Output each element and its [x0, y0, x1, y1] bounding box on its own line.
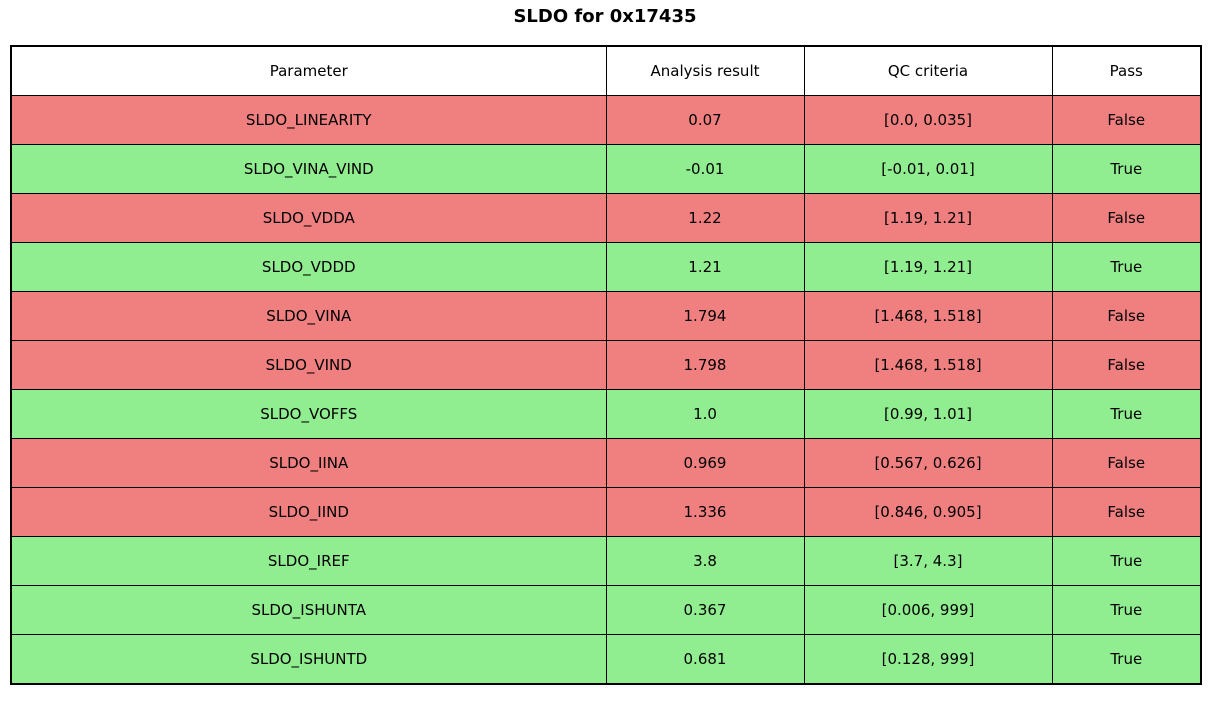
qc-criteria-cell: [0.846, 0.905] — [803, 487, 1053, 537]
pass-cell: True — [1051, 634, 1202, 685]
parameter-cell: SLDO_VINA — [10, 291, 607, 341]
parameter-cell: SLDO_ISHUNTA — [10, 585, 607, 635]
table-body: SLDO_LINEARITY 0.07 [0.0, 0.035] False SLDO_… — [10, 95, 1202, 685]
pass-cell: True — [1051, 144, 1202, 194]
qc-results-table: Parameter Analysis result QC criteria Pa… — [10, 45, 1202, 685]
parameter-cell: SLDO_VOFFS — [10, 389, 607, 439]
table-row: SLDO_VINA_VIND -0.01 [-0.01, 0.01] True — [10, 144, 1202, 194]
column-header-parameter: Parameter — [10, 45, 607, 96]
analysis-result-cell: 1.798 — [605, 340, 805, 390]
pass-cell: True — [1051, 536, 1202, 586]
table-row: SLDO_ISHUNTA 0.367 [0.006, 999] True — [10, 585, 1202, 635]
table-row: SLDO_VDDD 1.21 [1.19, 1.21] True — [10, 242, 1202, 292]
column-header-qc-criteria: QC criteria — [803, 45, 1053, 96]
qc-criteria-cell: [0.006, 999] — [803, 585, 1053, 635]
column-header-pass: Pass — [1051, 45, 1202, 96]
table-row: SLDO_ISHUNTD 0.681 [0.128, 999] True — [10, 634, 1202, 685]
qc-criteria-cell: [-0.01, 0.01] — [803, 144, 1053, 194]
analysis-result-cell: 1.22 — [605, 193, 805, 243]
qc-criteria-cell: [1.468, 1.518] — [803, 340, 1053, 390]
analysis-result-cell: 0.07 — [605, 95, 805, 145]
pass-cell: True — [1051, 389, 1202, 439]
column-header-analysis-result: Analysis result — [605, 45, 805, 96]
analysis-result-cell: 1.0 — [605, 389, 805, 439]
qc-criteria-cell: [0.99, 1.01] — [803, 389, 1053, 439]
pass-cell: False — [1051, 340, 1202, 390]
table-row: SLDO_IREF 3.8 [3.7, 4.3] True — [10, 536, 1202, 586]
table-row: SLDO_VDDA 1.22 [1.19, 1.21] False — [10, 193, 1202, 243]
parameter-cell: SLDO_LINEARITY — [10, 95, 607, 145]
qc-criteria-cell: [1.19, 1.21] — [803, 242, 1053, 292]
page-title: SLDO for 0x17435 — [513, 6, 697, 27]
table-row: SLDO_LINEARITY 0.07 [0.0, 0.035] False — [10, 95, 1202, 145]
table-row: SLDO_VOFFS 1.0 [0.99, 1.01] True — [10, 389, 1202, 439]
parameter-cell: SLDO_VINA_VIND — [10, 144, 607, 194]
parameter-cell: SLDO_VDDA — [10, 193, 607, 243]
pass-cell: False — [1051, 487, 1202, 537]
analysis-result-cell: 1.336 — [605, 487, 805, 537]
parameter-cell: SLDO_IINA — [10, 438, 607, 488]
analysis-result-cell: 1.21 — [605, 242, 805, 292]
pass-cell: True — [1051, 585, 1202, 635]
qc-criteria-cell: [0.0, 0.035] — [803, 95, 1053, 145]
analysis-result-cell: -0.01 — [605, 144, 805, 194]
pass-cell: False — [1051, 438, 1202, 488]
pass-cell: True — [1051, 242, 1202, 292]
qc-criteria-cell: [1.468, 1.518] — [803, 291, 1053, 341]
analysis-result-cell: 0.367 — [605, 585, 805, 635]
pass-cell: False — [1051, 291, 1202, 341]
table-header-row: Parameter Analysis result QC criteria Pa… — [10, 45, 1202, 96]
parameter-cell: SLDO_VIND — [10, 340, 607, 390]
pass-cell: False — [1051, 193, 1202, 243]
analysis-result-cell: 0.681 — [605, 634, 805, 685]
table-row: SLDO_VINA 1.794 [1.468, 1.518] False — [10, 291, 1202, 341]
qc-criteria-cell: [0.128, 999] — [803, 634, 1053, 685]
parameter-cell: SLDO_IIND — [10, 487, 607, 537]
qc-criteria-cell: [1.19, 1.21] — [803, 193, 1053, 243]
parameter-cell: SLDO_VDDD — [10, 242, 607, 292]
analysis-result-cell: 0.969 — [605, 438, 805, 488]
table-row: SLDO_IINA 0.969 [0.567, 0.626] False — [10, 438, 1202, 488]
qc-criteria-cell: [3.7, 4.3] — [803, 536, 1053, 586]
pass-cell: False — [1051, 95, 1202, 145]
table-row: SLDO_IIND 1.336 [0.846, 0.905] False — [10, 487, 1202, 537]
analysis-result-cell: 1.794 — [605, 291, 805, 341]
parameter-cell: SLDO_IREF — [10, 536, 607, 586]
parameter-cell: SLDO_ISHUNTD — [10, 634, 607, 685]
analysis-result-cell: 3.8 — [605, 536, 805, 586]
qc-criteria-cell: [0.567, 0.626] — [803, 438, 1053, 488]
table-row: SLDO_VIND 1.798 [1.468, 1.518] False — [10, 340, 1202, 390]
